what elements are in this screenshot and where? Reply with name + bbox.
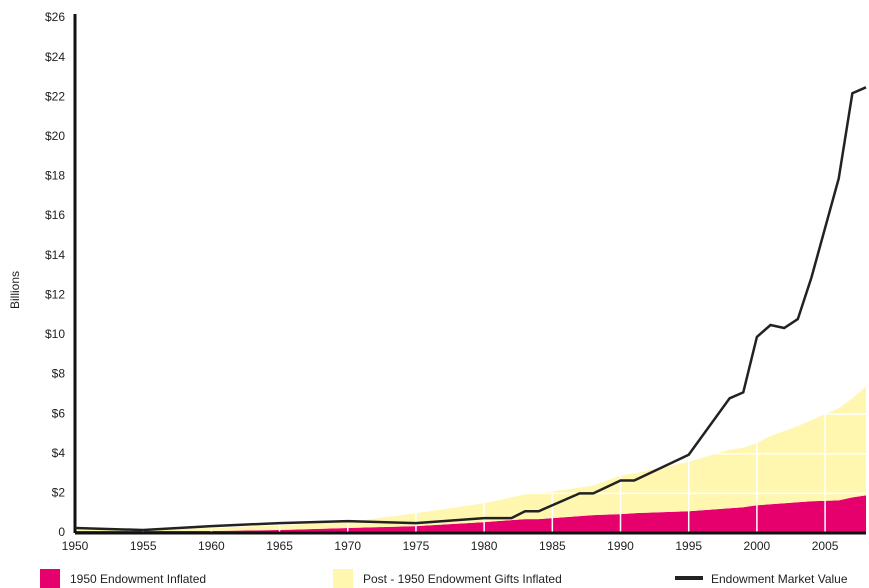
y-tick-label: $6 (52, 406, 66, 420)
y-tick-label: $10 (45, 327, 65, 341)
x-tick-label: 1975 (403, 539, 430, 553)
legend-label: Endowment Market Value (711, 572, 848, 586)
y-tick-label: $22 (45, 89, 65, 103)
y-tick-label: $14 (45, 248, 65, 262)
y-tick-label: $20 (45, 129, 65, 143)
legend-label: 1950 Endowment Inflated (70, 572, 206, 586)
y-tick-label: $24 (45, 50, 65, 64)
line (74, 86, 867, 532)
x-tick-label: 1960 (198, 539, 225, 553)
x-tick-label: 1980 (471, 539, 498, 553)
y-tick-label: $4 (52, 446, 66, 460)
x-tick-label: 1965 (266, 539, 293, 553)
area (75, 495, 866, 533)
y-axis-label: Billions (8, 271, 22, 309)
x-tick-label: 1995 (675, 539, 702, 553)
x-tick-label: 1990 (607, 539, 634, 553)
x-tick-label: 1955 (130, 539, 157, 553)
x-tick-label: 1985 (539, 539, 566, 553)
area (75, 386, 866, 532)
y-tick-label: $8 (52, 367, 66, 381)
legend-swatch (333, 569, 353, 588)
x-tick-label: 2000 (744, 539, 771, 553)
legend-label: Post - 1950 Endowment Gifts Inflated (363, 572, 562, 586)
x-tick-label: 1970 (334, 539, 361, 553)
y-tick-label: $18 (45, 169, 65, 183)
y-tick-label: $26 (45, 10, 65, 24)
y-tick-label: $16 (45, 208, 65, 222)
y-tick-label: 0 (58, 525, 65, 539)
y-tick-label: $12 (45, 287, 65, 301)
x-tick-label: 1950 (62, 539, 89, 553)
x-tick-label: 2005 (812, 539, 839, 553)
y-tick-label: $2 (52, 486, 66, 500)
legend-swatch (40, 569, 60, 588)
